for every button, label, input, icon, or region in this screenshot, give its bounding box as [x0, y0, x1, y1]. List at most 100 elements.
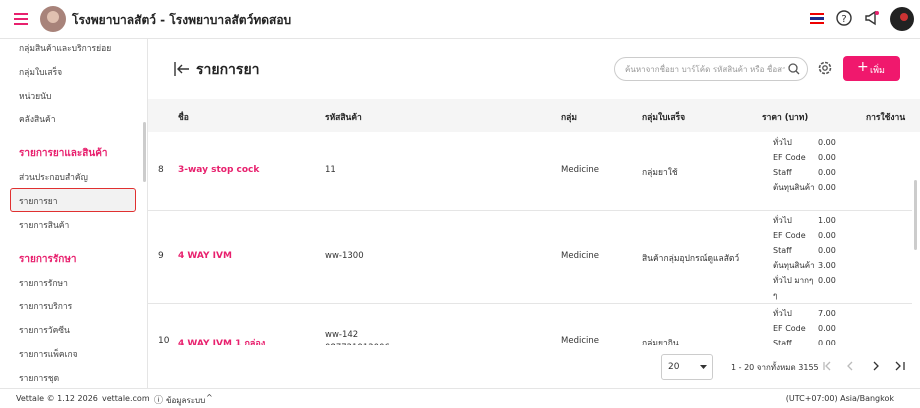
price-label: Staff — [773, 339, 792, 345]
item-code: ww-142 — [325, 330, 359, 340]
price-value: 0.00 — [818, 153, 836, 162]
price-value: 7.00 — [818, 309, 836, 318]
dropdown-arrow — [700, 365, 707, 369]
sidebar-item[interactable]: กลุ่มสินค้าและบริการย่อย — [19, 44, 112, 54]
sidebar-item[interactable]: คลังสินค้า — [19, 115, 56, 126]
price-value: 3.00 — [818, 261, 836, 270]
sidebar-scrollbar — [143, 122, 146, 182]
price-label: ทั่วไป มากๆ ๆ — [773, 276, 814, 300]
table-header: ชื่อ รหัสสินค้า กลุ่ม กลุ่มใบเสร็จ ราคา (บาท… — [148, 99, 920, 132]
price-value: 1.00 — [818, 216, 836, 225]
sidebar-item[interactable]: รายการแพ็คเกจ — [19, 350, 78, 360]
column-header: กลุ่ม — [561, 113, 577, 123]
menu-button[interactable] — [14, 13, 28, 25]
plus-icon: + — [857, 59, 869, 75]
sidebar-item[interactable]: รายการชุด — [19, 373, 60, 384]
help-icon[interactable]: ? — [836, 10, 852, 26]
price-value: 0.00 — [818, 168, 836, 177]
column-header: ชื่อ — [178, 113, 189, 123]
price-label: ต้นทุนสินค้า — [773, 261, 815, 270]
item-name[interactable]: 4 WAY IVM — [178, 250, 232, 261]
footer-copyright: Vettale © 1.12 2026 — [16, 394, 98, 403]
price-value: 0.00 — [818, 231, 836, 240]
announcement-icon[interactable] — [864, 10, 880, 26]
footer-timezone: (UTC+07:00) Asia/Bangkok — [785, 394, 894, 403]
table-row: 8 3-way stop cock 11 Medicine กลุ่มยาใช้ ทั่ว… — [148, 132, 912, 211]
price-label: Staff — [773, 168, 792, 177]
sidebar-item[interactable]: กลุ่มใบเสร็จ — [19, 67, 63, 78]
item-group: Medicine — [561, 165, 599, 175]
price-value: 0.00 — [818, 138, 836, 147]
price-label: EF Code — [773, 153, 806, 162]
sidebar-item[interactable]: รายการยา — [19, 197, 58, 207]
page-summary: 1 - 20 จากทั้งหมด 3155 — [731, 363, 819, 372]
sidebar-item[interactable]: รายการวัคซีน — [19, 326, 70, 337]
selected-highlight — [10, 188, 136, 212]
item-name[interactable]: 3-way stop cock — [178, 165, 260, 175]
receipt-group: สินค้ากลุ่มอุปกรณ์ดูแลสัตว์ — [642, 253, 740, 264]
sidebar-heading: รายการรักษา — [19, 253, 77, 265]
price-value: 0.00 — [818, 276, 836, 285]
price-value: 0.00 — [818, 246, 836, 255]
clinic-avatar — [40, 6, 66, 32]
chevron-up: ^ — [206, 393, 213, 402]
table-scrollbar — [914, 180, 917, 250]
sidebar-item[interactable]: ส่วนประกอบสำคัญ — [19, 173, 88, 184]
sidebar-heading: รายการยาและสินค้า — [19, 148, 108, 160]
add-button[interactable]: + เพิ่ม — [843, 56, 900, 81]
item-name[interactable]: 4 WAY IVM 1 กล่อง — [178, 339, 266, 345]
svg-text:?: ? — [841, 14, 846, 25]
app-title: โรงพยาบาลสัตว์ - โรงพยาบาลสัตว์ทดสอบ — [72, 13, 292, 27]
price-label: EF Code — [773, 324, 806, 333]
row-number: 10 — [158, 336, 170, 345]
table-row: 10 4 WAY IVM 1 กล่อง ww-142 087721912006 Med… — [148, 303, 912, 345]
table-body: 8 3-way stop cock 11 Medicine กลุ่มยาใช้ ทั่ว… — [148, 132, 912, 345]
footer-website[interactable]: vettale.com — [102, 394, 150, 403]
receipt-group: กลุ่มยาใช้ — [642, 168, 678, 178]
top-bar — [0, 0, 920, 39]
settings-button[interactable] — [817, 60, 833, 76]
column-header: รหัสสินค้า — [325, 113, 362, 123]
price-label: Staff — [773, 246, 792, 255]
page-title: รายการยา — [196, 62, 260, 78]
sidebar: กลุ่มสินค้าและบริการย่อยกลุ่มใบเสร็จหน่ว… — [0, 39, 148, 388]
row-number: 9 — [158, 250, 164, 261]
page-nav[interactable] — [820, 359, 910, 373]
info-icon: ⓘ — [154, 396, 164, 406]
price-label: ทั่วไป — [773, 138, 792, 147]
page-size-select[interactable]: 20 — [661, 354, 713, 380]
receipt-group: กลุ่มยากิน — [642, 339, 679, 345]
item-code: ww-1300 — [325, 250, 364, 261]
search-placeholder: ค้นหาจากชื่อยา บาร์โค้ด รหัสสินค้า หรือ … — [625, 65, 785, 74]
footer — [0, 388, 920, 408]
price-label: ต้นทุนสินค้า — [773, 183, 815, 192]
back-button[interactable] — [174, 62, 190, 76]
add-label: เพิ่ม — [870, 66, 885, 76]
search-box[interactable]: ค้นหาจากชื่อยา บาร์โค้ด รหัสสินค้า หรือ … — [614, 57, 808, 81]
column-header: ราคา (บาท) — [762, 113, 809, 123]
price-value: 0.00 — [818, 324, 836, 333]
search-icon — [788, 63, 800, 75]
price-value: 0.00 — [818, 183, 836, 192]
price-label: EF Code — [773, 231, 806, 240]
footer-system-info[interactable]: ข้อมูลระบบ — [166, 396, 206, 405]
item-code: 11 — [325, 165, 336, 175]
price-label: ทั่วไป — [773, 309, 792, 318]
item-group: Medicine — [561, 336, 599, 345]
sidebar-item[interactable]: รายการสินค้า — [19, 220, 70, 231]
column-header: กลุ่มใบเสร็จ — [642, 113, 686, 123]
column-header: การใช้งาน — [866, 113, 906, 123]
table-row: 9 4 WAY IVM ww-1300 Medicine สินค้ากลุ่มอุปก… — [148, 210, 912, 304]
item-code: 087721912006 — [325, 343, 390, 345]
price-label: ทั่วไป — [773, 216, 792, 225]
item-group: Medicine — [561, 250, 599, 261]
sidebar-item[interactable]: หน่วยนับ — [19, 91, 52, 102]
page-size: 20 — [668, 362, 680, 372]
language-flag[interactable] — [810, 13, 824, 24]
sidebar-item[interactable]: รายการรักษา — [19, 278, 68, 289]
row-number: 8 — [158, 165, 164, 175]
user-avatar[interactable] — [890, 7, 914, 31]
sidebar-item[interactable]: รายการบริการ — [19, 302, 73, 313]
price-value: 0.00 — [818, 339, 836, 345]
